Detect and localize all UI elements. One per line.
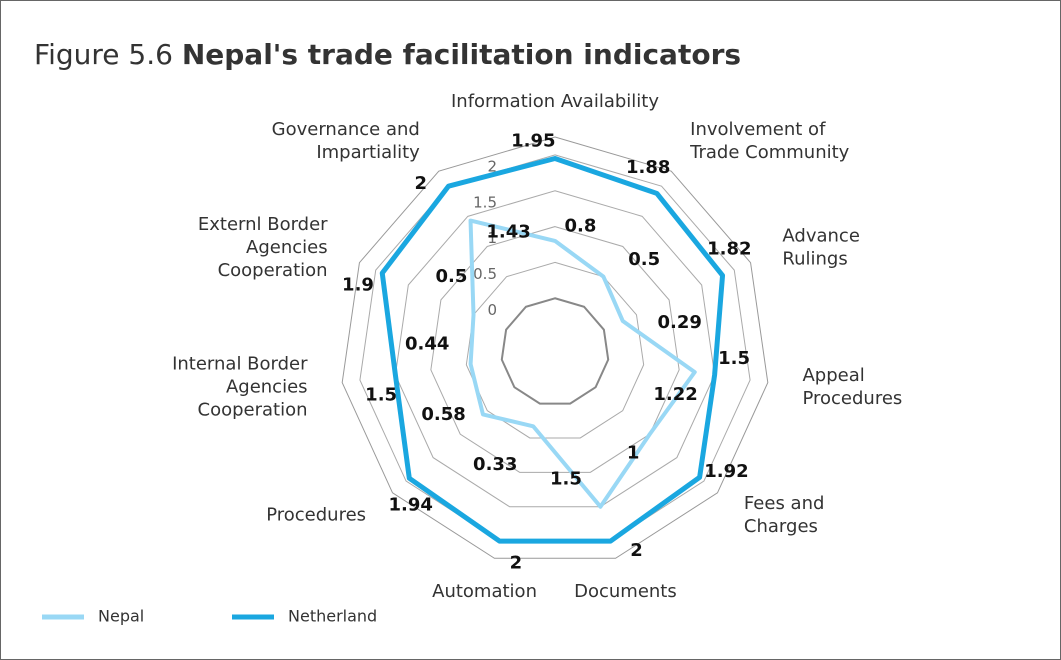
r-tick-label: 0 [487, 301, 497, 319]
category-line: Governance and [272, 119, 420, 140]
value-label: 0.33 [473, 454, 517, 475]
value-label: 1.9 [342, 274, 374, 295]
legend-label: Netherland [288, 607, 377, 626]
value-label: 1.5 [718, 348, 750, 369]
chart-title: Figure 5.6 Nepal's trade facilitation in… [34, 38, 741, 71]
category-label: Procedures [266, 505, 366, 526]
value-label: 1.5 [365, 385, 397, 406]
legend-label: Nepal [98, 607, 144, 626]
value-label: 0.8 [564, 216, 596, 237]
grid-ring [430, 226, 680, 473]
category-line: Advance [782, 226, 859, 247]
category-line: Rulings [782, 249, 847, 270]
category-line: Impartiality [316, 142, 420, 163]
value-label: 0.5 [436, 266, 468, 287]
category-label: Appeal Procedures [802, 365, 902, 409]
value-label: 1.88 [626, 157, 670, 178]
category-line: Cooperation [218, 260, 328, 281]
value-label: 0.5 [628, 249, 660, 270]
value-label: 2 [414, 173, 427, 194]
category-line: Trade Community [689, 142, 850, 163]
category-label: Documents [574, 581, 677, 602]
value-label: 1.95 [511, 131, 555, 152]
value-label: 1.43 [486, 222, 530, 243]
series-line [468, 218, 697, 509]
r-tick-label: 2 [487, 157, 497, 175]
value-label: 1.94 [388, 495, 432, 516]
value-label: 1 [627, 442, 640, 463]
category-label: Involvement of Trade Community [689, 119, 850, 163]
category-line: Documents [574, 581, 677, 602]
outer-ring [341, 136, 769, 559]
category-line: Agencies [226, 377, 308, 398]
category-label: Advance Rulings [782, 226, 859, 270]
value-label: 0.29 [657, 312, 701, 333]
value-label: 1.5 [550, 469, 582, 490]
r-tick-label: 1.5 [473, 193, 497, 211]
grid-ring [500, 297, 610, 405]
category-line: Appeal [802, 365, 864, 386]
category-line: Information Availability [451, 91, 659, 112]
category-label: Fees and Charges [744, 493, 824, 537]
category-line: Involvement of [690, 119, 826, 140]
category-line: Charges [744, 516, 818, 537]
category-line: Internal Border [172, 354, 308, 375]
value-label: 1.22 [653, 384, 697, 405]
category-label: Information Availability [451, 91, 659, 112]
r-tick-label: 0.5 [473, 265, 497, 283]
category-line: Externl Border [198, 214, 328, 235]
value-label: 2 [510, 553, 523, 574]
value-label: 0.44 [405, 334, 449, 355]
category-line: Automation [432, 581, 537, 602]
series-line [379, 156, 726, 544]
r-tick-label: 1 [487, 229, 497, 247]
title-prefix: Figure 5.6 [34, 38, 173, 71]
category-line: Cooperation [198, 400, 308, 421]
value-label: 2 [630, 540, 643, 561]
grid-ring [394, 190, 716, 508]
value-label: 0.58 [421, 404, 465, 425]
grid-ring [465, 261, 645, 439]
category-line: Procedures [266, 505, 366, 526]
category-line: Agencies [246, 237, 328, 258]
title-main: Nepal's trade facilitation indicators [182, 38, 741, 71]
category-label: Automation [432, 581, 537, 602]
category-label: Internal Border Agencies Cooperation [172, 354, 308, 421]
category-label: Externl Border Agencies Cooperation [198, 214, 328, 281]
category-line: Fees and [744, 493, 824, 514]
value-label: 1.92 [704, 461, 748, 482]
value-label: 1.82 [707, 239, 751, 260]
category-line: Procedures [802, 388, 902, 409]
category-label: Governance and Impartiality [272, 119, 421, 163]
